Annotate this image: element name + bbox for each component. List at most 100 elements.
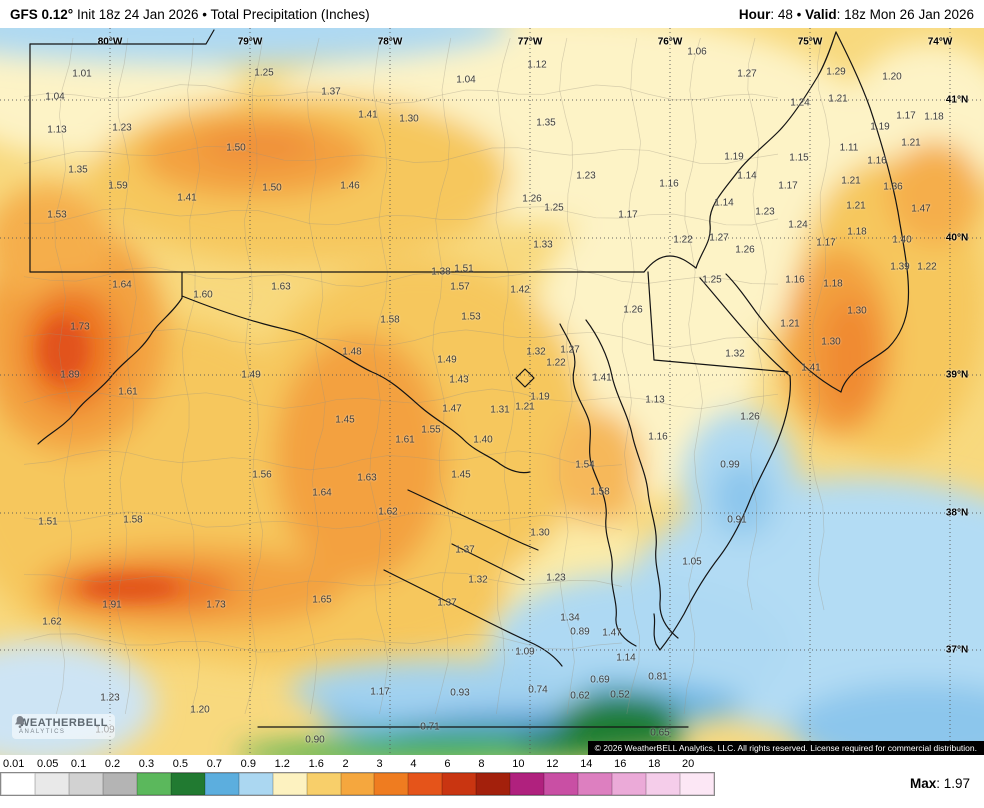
- precip-value-label: 0.74: [528, 684, 548, 696]
- precip-value-label: 1.55: [421, 424, 441, 436]
- graticule-layer: [0, 28, 984, 755]
- colorbar-swatch: [306, 773, 341, 795]
- precip-shading-cores: [40, 318, 178, 599]
- colorbar-swatch: [170, 773, 205, 795]
- precip-value-label: 1.25: [702, 274, 722, 286]
- precip-value-label: 0.89: [570, 626, 590, 638]
- precip-value-label: 1.38: [431, 266, 451, 278]
- precip-value-label: 0.91: [727, 514, 747, 526]
- precip-value-label: 1.41: [177, 192, 197, 204]
- precip-value-label: 1.21: [841, 175, 861, 187]
- colorbar-tick-label: 0.7: [206, 758, 222, 770]
- precip-value-label: 1.17: [816, 237, 836, 249]
- copyright-text: © 2026 WeatherBELL Analytics, LLC. All r…: [587, 741, 984, 755]
- precip-value-label: 1.13: [47, 124, 67, 136]
- precip-value-label: 1.26: [623, 304, 643, 316]
- precip-value-label: 1.19: [870, 121, 890, 133]
- precip-value-label: 1.62: [378, 506, 398, 518]
- valid-value: : 18z Mon 26 Jan 2026: [836, 6, 974, 22]
- max-number: : 1.97: [936, 776, 970, 791]
- colorbar-swatch: [1, 773, 35, 795]
- precip-value-label: 1.42: [510, 284, 530, 296]
- precip-value-label: 1.41: [358, 109, 378, 121]
- lat-label: 40°N: [945, 232, 969, 244]
- colorbar-tick-label: 12: [546, 758, 559, 770]
- colorbar-swatch: [272, 773, 307, 795]
- precip-shading-cool: [0, 28, 984, 755]
- precip-value-label: 1.16: [659, 178, 679, 190]
- precip-value-label: 1.24: [788, 219, 808, 231]
- precip-value-label: 1.23: [112, 122, 132, 134]
- colorbar-tick-label: 1.6: [308, 758, 324, 770]
- precip-value-label: 1.18: [924, 111, 944, 123]
- precip-value-label: 1.27: [709, 232, 729, 244]
- precip-value-label: 1.15: [789, 152, 809, 164]
- lon-label: 78°W: [377, 36, 403, 48]
- precip-value-label: 1.16: [785, 274, 805, 286]
- precip-value-label: 1.53: [47, 209, 67, 221]
- lat-label: 38°N: [945, 507, 969, 519]
- precip-value-label: 1.30: [821, 336, 841, 348]
- precip-value-label: 1.06: [687, 46, 707, 58]
- colorbar-tick-label: 20: [682, 758, 695, 770]
- precip-value-label: 1.19: [530, 391, 550, 403]
- precip-value-label: 1.47: [442, 403, 462, 415]
- precip-value-label: 1.50: [262, 182, 282, 194]
- precip-value-label: 1.32: [468, 574, 488, 586]
- precip-value-label: 1.47: [602, 627, 622, 639]
- precipitation-map: 1.06 1.01 1.25 1.12 1.27 1.29 1.20 1.04 1.37 1.04…: [0, 28, 984, 755]
- precip-value-label: 1.22: [917, 261, 937, 273]
- precip-value-label: 1.56: [252, 469, 272, 481]
- colorbar-tick-label: 8: [478, 758, 485, 770]
- precip-value-label: 1.35: [68, 164, 88, 176]
- colorbar-tick-label: 2: [342, 758, 349, 770]
- precip-value-label: 1.46: [340, 180, 360, 192]
- lon-label: 76°W: [657, 36, 683, 48]
- precip-value-label: 1.14: [737, 170, 757, 182]
- precip-value-label: 1.26: [740, 411, 760, 423]
- precip-value-label: 1.13: [645, 394, 665, 406]
- precip-value-label: 1.09: [515, 646, 535, 658]
- precip-value-label: 1.33: [533, 239, 553, 251]
- precip-value-label: 1.61: [118, 386, 138, 398]
- precip-value-label: 1.21: [780, 318, 800, 330]
- max-value: Max: 1.97: [910, 776, 970, 791]
- weatherbell-logo: WEATHERBELL ANALYTICS: [12, 714, 116, 739]
- colorbar-swatch: [204, 773, 239, 795]
- precip-value-label: 1.32: [725, 348, 745, 360]
- county-lines-layer: [23, 37, 831, 715]
- logo-name: WEATHERBELL: [19, 717, 109, 730]
- precip-value-label: 1.22: [673, 234, 693, 246]
- colorbar-swatch: [578, 773, 613, 795]
- valid-label: Valid: [805, 6, 837, 22]
- colorbar-tick-label: 10: [512, 758, 525, 770]
- precip-value-label: 1.45: [451, 469, 471, 481]
- precip-value-label: 1.62: [42, 616, 62, 628]
- precip-value-label: 1.29: [826, 66, 846, 78]
- colorbar-swatch: [476, 773, 511, 795]
- precip-value-label: 1.14: [714, 197, 734, 209]
- precip-value-label: 1.64: [312, 487, 332, 499]
- colorbar-tick-label: 0.9: [240, 758, 256, 770]
- lat-label: 39°N: [945, 369, 969, 381]
- map-svg: [0, 28, 984, 755]
- colorbar-swatch: [374, 773, 409, 795]
- lon-label: 79°W: [237, 36, 263, 48]
- precip-value-label: 1.39: [890, 261, 910, 273]
- precip-value-label: 0.69: [590, 674, 610, 686]
- precip-value-label: 1.64: [112, 279, 132, 291]
- colorbar-tick-label: 0.05: [36, 758, 59, 770]
- colorbar-swatch: [646, 773, 681, 795]
- colorbar-swatch: [442, 773, 477, 795]
- colorbar-swatch: [612, 773, 647, 795]
- precip-value-label: 0.62: [570, 690, 590, 702]
- precip-value-label: 1.40: [473, 434, 493, 446]
- precip-value-label: 1.17: [370, 686, 390, 698]
- precip-value-label: 1.51: [38, 516, 58, 528]
- max-label: Max: [909, 776, 937, 791]
- precip-value-label: 1.60: [193, 289, 213, 301]
- colorbar-tick-label: 3: [376, 758, 383, 770]
- precip-value-label: 1.18: [823, 278, 843, 290]
- logo-subtitle: ANALYTICS: [19, 729, 66, 736]
- colorbar-swatch: [510, 773, 545, 795]
